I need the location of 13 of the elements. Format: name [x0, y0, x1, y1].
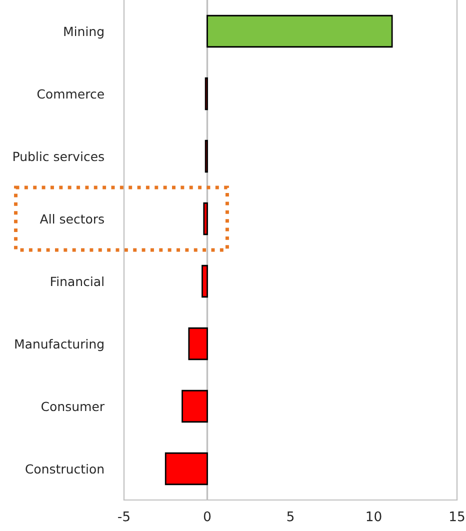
y-tick-label: Commerce	[37, 89, 104, 99]
x-tick-label: 0	[204, 511, 211, 522]
y-tick-label: All sectors	[40, 214, 104, 224]
y-tick-label: Public services	[14, 152, 104, 162]
y-tick-label: Financial	[51, 276, 104, 286]
x-tick-label: 5	[287, 512, 294, 522]
y-tick-label: Consumer	[42, 402, 105, 412]
y-tick-label: Manufacturing	[15, 339, 104, 352]
y-tick-label: Construction	[26, 464, 104, 474]
x-tick-label: 10	[366, 511, 382, 522]
x-tick-label: 15	[450, 512, 464, 522]
x-tick-label: -5	[118, 512, 130, 522]
y-tick-label: Mining	[64, 26, 104, 39]
